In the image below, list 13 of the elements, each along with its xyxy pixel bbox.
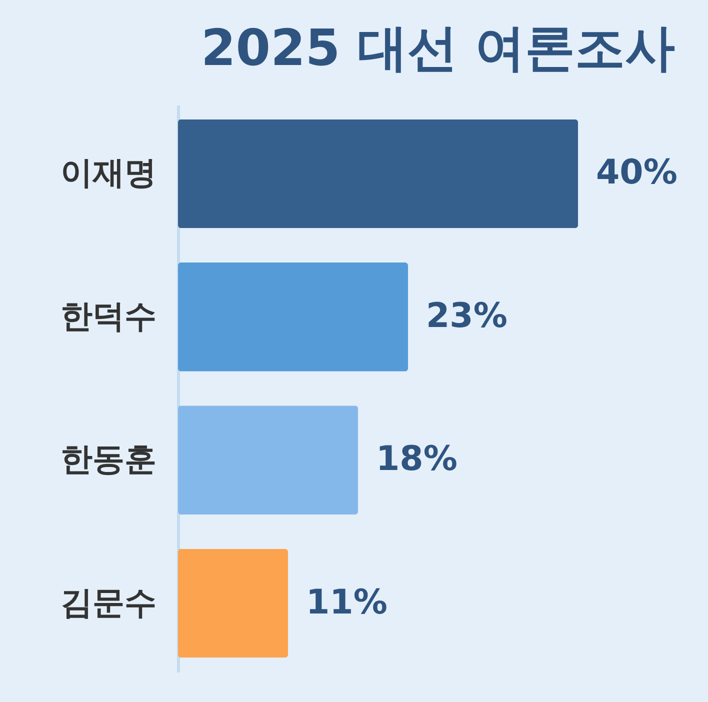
y-tick-label: 이재명: [60, 154, 156, 192]
y-tick-label: 한덕수: [60, 296, 156, 335]
bar: [178, 548, 288, 658]
chart-title: 2025 대선 여론조사: [201, 19, 675, 77]
data-label: 18%: [376, 439, 458, 480]
data-label: 11%: [306, 582, 388, 622]
bar: [178, 119, 578, 228]
data-label: 23%: [426, 296, 508, 336]
bar: [178, 262, 408, 372]
bar: [178, 406, 358, 514]
data-label: 40%: [596, 152, 678, 193]
y-tick-label: 한동훈: [60, 440, 156, 478]
y-tick-label: 김문수: [60, 583, 156, 622]
